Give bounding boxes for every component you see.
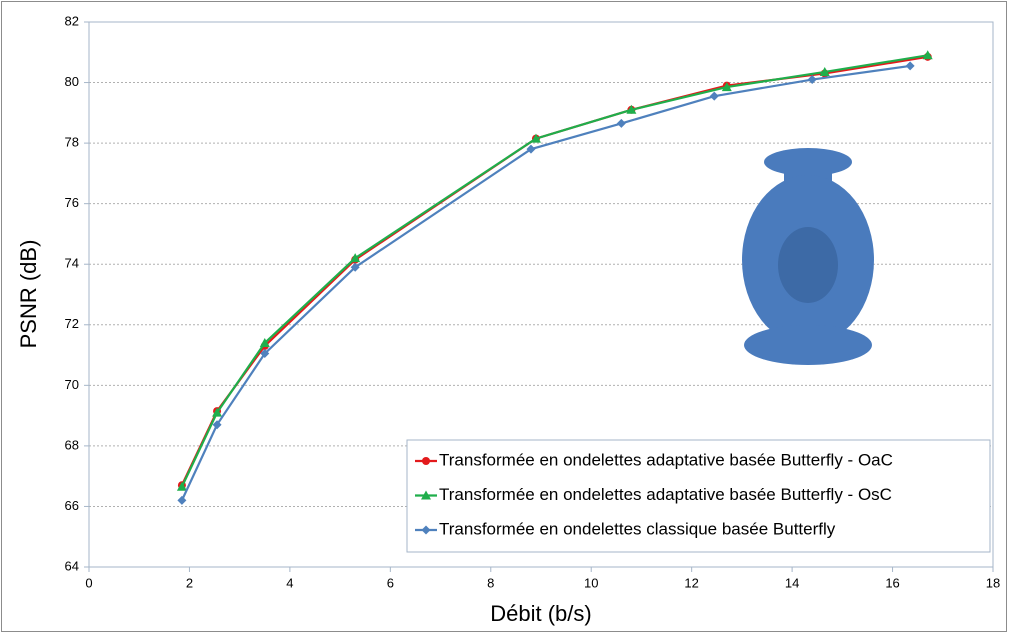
legend-marker bbox=[421, 525, 431, 535]
marker bbox=[350, 262, 360, 272]
marker bbox=[177, 495, 187, 505]
marker bbox=[176, 481, 187, 491]
legend-label: Transformée en ondelettes adaptative bas… bbox=[439, 485, 892, 504]
y-tick-label: 80 bbox=[65, 74, 79, 89]
marker bbox=[260, 349, 270, 359]
marker bbox=[922, 50, 933, 60]
marker bbox=[526, 144, 536, 154]
marker bbox=[709, 91, 719, 101]
marker bbox=[807, 75, 817, 85]
marker bbox=[212, 420, 222, 430]
marker bbox=[721, 82, 732, 92]
y-tick-label: 68 bbox=[65, 437, 79, 452]
y-tick-label: 72 bbox=[65, 316, 79, 331]
lion-base bbox=[744, 325, 872, 365]
marker bbox=[616, 118, 626, 128]
x-tick-label: 18 bbox=[986, 575, 1000, 590]
y-tick-label: 64 bbox=[65, 558, 79, 573]
marker bbox=[819, 66, 830, 76]
x-tick-label: 4 bbox=[286, 575, 293, 590]
x-tick-label: 2 bbox=[186, 575, 193, 590]
legend bbox=[406, 439, 991, 553]
y-tick-label: 74 bbox=[65, 256, 79, 271]
x-tick-label: 12 bbox=[684, 575, 698, 590]
x-tick-label: 10 bbox=[584, 575, 598, 590]
marker bbox=[905, 61, 915, 71]
x-tick-label: 6 bbox=[387, 575, 394, 590]
y-tick-label: 78 bbox=[65, 135, 79, 150]
y-tick-label: 76 bbox=[65, 195, 79, 210]
marker bbox=[530, 133, 541, 143]
marker bbox=[626, 104, 637, 114]
y-axis-title: PSNR (dB) bbox=[16, 240, 41, 349]
x-tick-label: 0 bbox=[85, 575, 92, 590]
y-tick-label: 66 bbox=[65, 498, 79, 513]
y-tick-label: 70 bbox=[65, 377, 79, 392]
legend-label: Transformée en ondelettes adaptative bas… bbox=[439, 450, 893, 469]
x-tick-label: 14 bbox=[785, 575, 799, 590]
marker bbox=[212, 407, 223, 417]
plot-area bbox=[88, 21, 994, 568]
legend-label: Transformée en ondelettes classique basé… bbox=[439, 519, 836, 538]
lion-face bbox=[778, 227, 838, 303]
marker bbox=[259, 337, 270, 347]
y-tick-label: 82 bbox=[65, 13, 79, 28]
x-tick-label: 16 bbox=[885, 575, 899, 590]
marker bbox=[350, 253, 361, 263]
lion-image bbox=[742, 148, 874, 365]
legend-marker bbox=[421, 490, 431, 500]
legend-marker bbox=[422, 457, 430, 465]
x-axis-title: Débit (b/s) bbox=[490, 601, 591, 626]
x-tick-label: 8 bbox=[487, 575, 494, 590]
